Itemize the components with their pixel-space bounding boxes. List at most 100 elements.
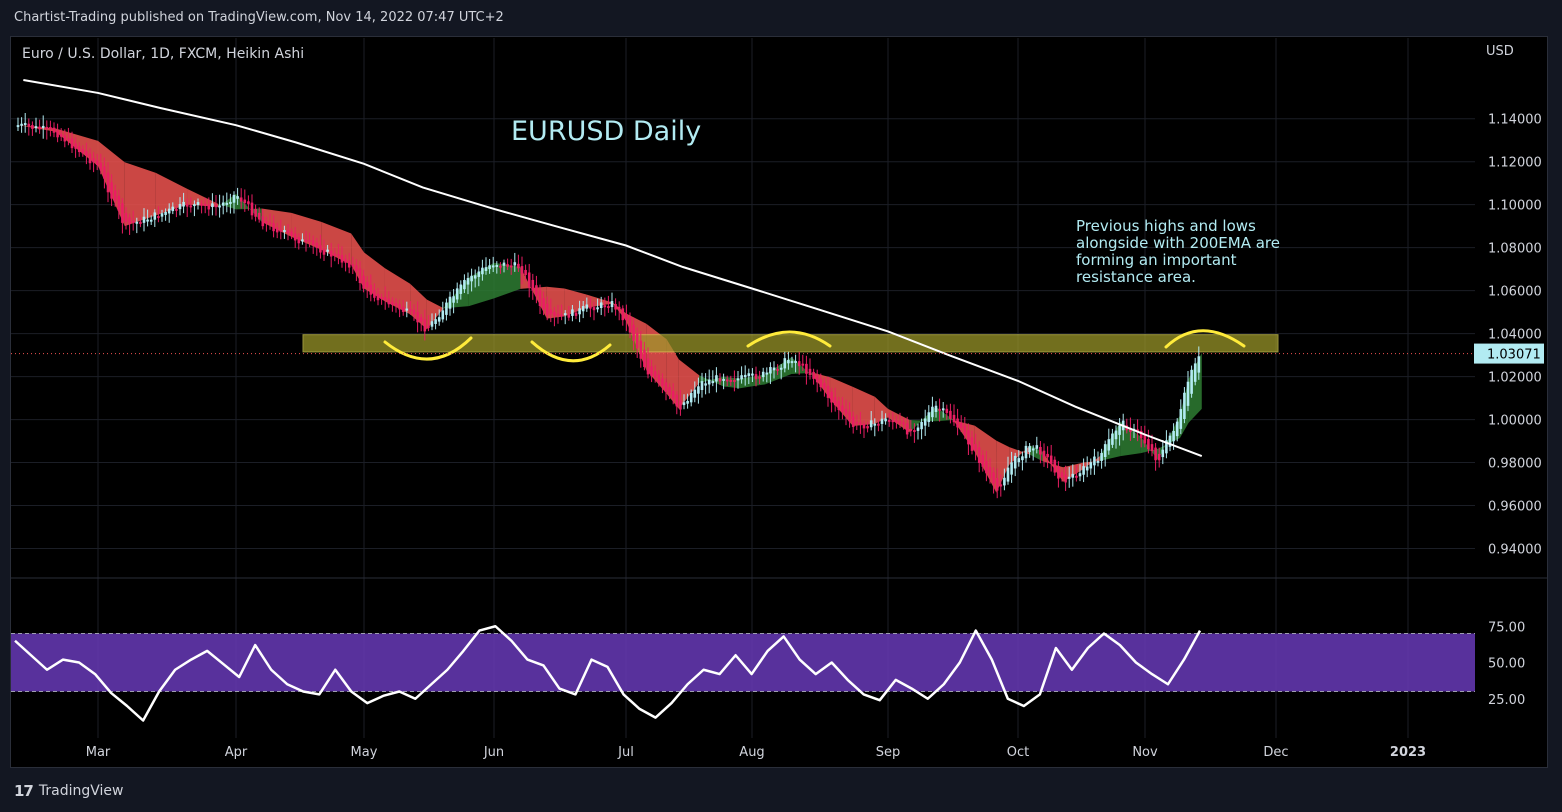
candle-body — [542, 298, 545, 310]
candle-body — [1017, 458, 1021, 463]
candle-body — [434, 319, 437, 324]
candle-body — [1193, 363, 1197, 382]
price-tick-label: 1.10000 — [1488, 199, 1542, 214]
candle-body — [391, 301, 394, 305]
candle-body — [815, 375, 819, 383]
candle-body — [560, 314, 563, 317]
candle-body — [628, 317, 632, 333]
time-tick-label: Sep — [876, 745, 901, 760]
candle-body — [254, 208, 257, 217]
currency-label[interactable]: USD — [1486, 44, 1514, 59]
ribbon-segment — [791, 357, 814, 377]
candle-body — [1046, 453, 1049, 458]
candle-body — [376, 293, 380, 301]
candle-body — [333, 253, 337, 256]
ribbon-segment — [1099, 421, 1121, 461]
candle-body — [729, 379, 733, 382]
ribbon-segment — [874, 396, 888, 424]
candle-body — [329, 250, 333, 257]
candle-body — [373, 289, 376, 298]
ribbon-segment — [1009, 445, 1031, 465]
ribbon-segment — [996, 440, 1010, 493]
candle-body — [765, 372, 769, 375]
candle-body — [85, 151, 88, 156]
candle-body — [520, 266, 524, 274]
candle-body — [1129, 427, 1132, 432]
time-tick-label: Jun — [483, 745, 504, 760]
symbol-line[interactable]: Euro / U.S. Dollar, 1D, FXCM, Heikin Ash… — [22, 46, 304, 62]
candle-body — [488, 265, 491, 270]
candle-body — [747, 373, 751, 377]
candle-body — [751, 373, 754, 376]
candle-body — [196, 202, 200, 206]
candle-body — [81, 149, 85, 154]
candle-body — [394, 303, 398, 306]
candle-body — [405, 308, 409, 311]
price-tick-label: 1.02000 — [1488, 371, 1542, 386]
footer-brand[interactable]: 17 TradingView — [14, 782, 123, 800]
candle-body — [1118, 425, 1121, 435]
candle-body — [988, 467, 992, 478]
ribbon-segment — [888, 408, 910, 433]
candle-body — [261, 216, 265, 227]
candle-body — [664, 382, 668, 392]
candle-body — [38, 126, 41, 130]
candle-body — [891, 420, 895, 423]
candle-body — [268, 222, 272, 225]
candle-body — [959, 422, 963, 428]
candle-body — [571, 309, 574, 316]
candle-body — [31, 125, 34, 129]
ribbon-segment — [1158, 415, 1180, 461]
candle-body — [45, 126, 49, 129]
candle-body — [1053, 459, 1057, 473]
candle-body — [603, 305, 607, 308]
price-tick-label: 1.14000 — [1488, 113, 1542, 128]
candle-body — [304, 239, 308, 242]
candle-body — [909, 428, 913, 432]
tradingview-logo-icon: 17 — [14, 782, 34, 800]
candle-body — [409, 309, 412, 312]
candle-body — [740, 375, 743, 380]
candle-body — [149, 219, 153, 222]
candle-body — [607, 306, 610, 309]
candle-body — [106, 172, 110, 193]
candle-body — [934, 405, 938, 412]
candle-body — [527, 272, 531, 288]
candle-body — [1150, 444, 1154, 452]
time-tick-label: Mar — [86, 745, 111, 760]
swing-arc — [746, 330, 832, 348]
annotation-line-1: Previous highs and lows — [1076, 217, 1256, 235]
candle-body — [812, 371, 815, 379]
candle-body — [121, 203, 124, 223]
candle-body — [153, 212, 157, 220]
candle-body — [905, 423, 909, 435]
candle-body — [1197, 356, 1201, 373]
candle-body — [873, 423, 877, 426]
candle-body — [887, 419, 891, 422]
candle-body — [653, 371, 657, 378]
ribbon-segment — [586, 294, 613, 308]
ribbon-segment — [364, 252, 385, 302]
time-tick-label: May — [351, 745, 378, 760]
candle-body — [581, 306, 585, 312]
candle-body — [715, 375, 718, 382]
candle-body — [419, 317, 423, 322]
publisher-line: Chartist-Trading published on TradingVie… — [14, 10, 504, 25]
candle-body — [193, 204, 196, 207]
candle-body — [661, 378, 664, 387]
candle-body — [1172, 430, 1175, 442]
candle-body — [707, 379, 711, 385]
candle-body — [74, 143, 77, 149]
candle-body — [866, 426, 869, 429]
candle-body — [754, 374, 758, 380]
candle-body — [319, 245, 322, 253]
candle-body — [617, 306, 621, 310]
candle-body — [625, 314, 628, 321]
candle-body — [131, 220, 135, 223]
candle-body — [956, 418, 959, 428]
candle-body — [1064, 474, 1067, 483]
candle-body — [970, 437, 974, 451]
candle-body — [826, 385, 830, 398]
candle-body — [117, 195, 121, 211]
